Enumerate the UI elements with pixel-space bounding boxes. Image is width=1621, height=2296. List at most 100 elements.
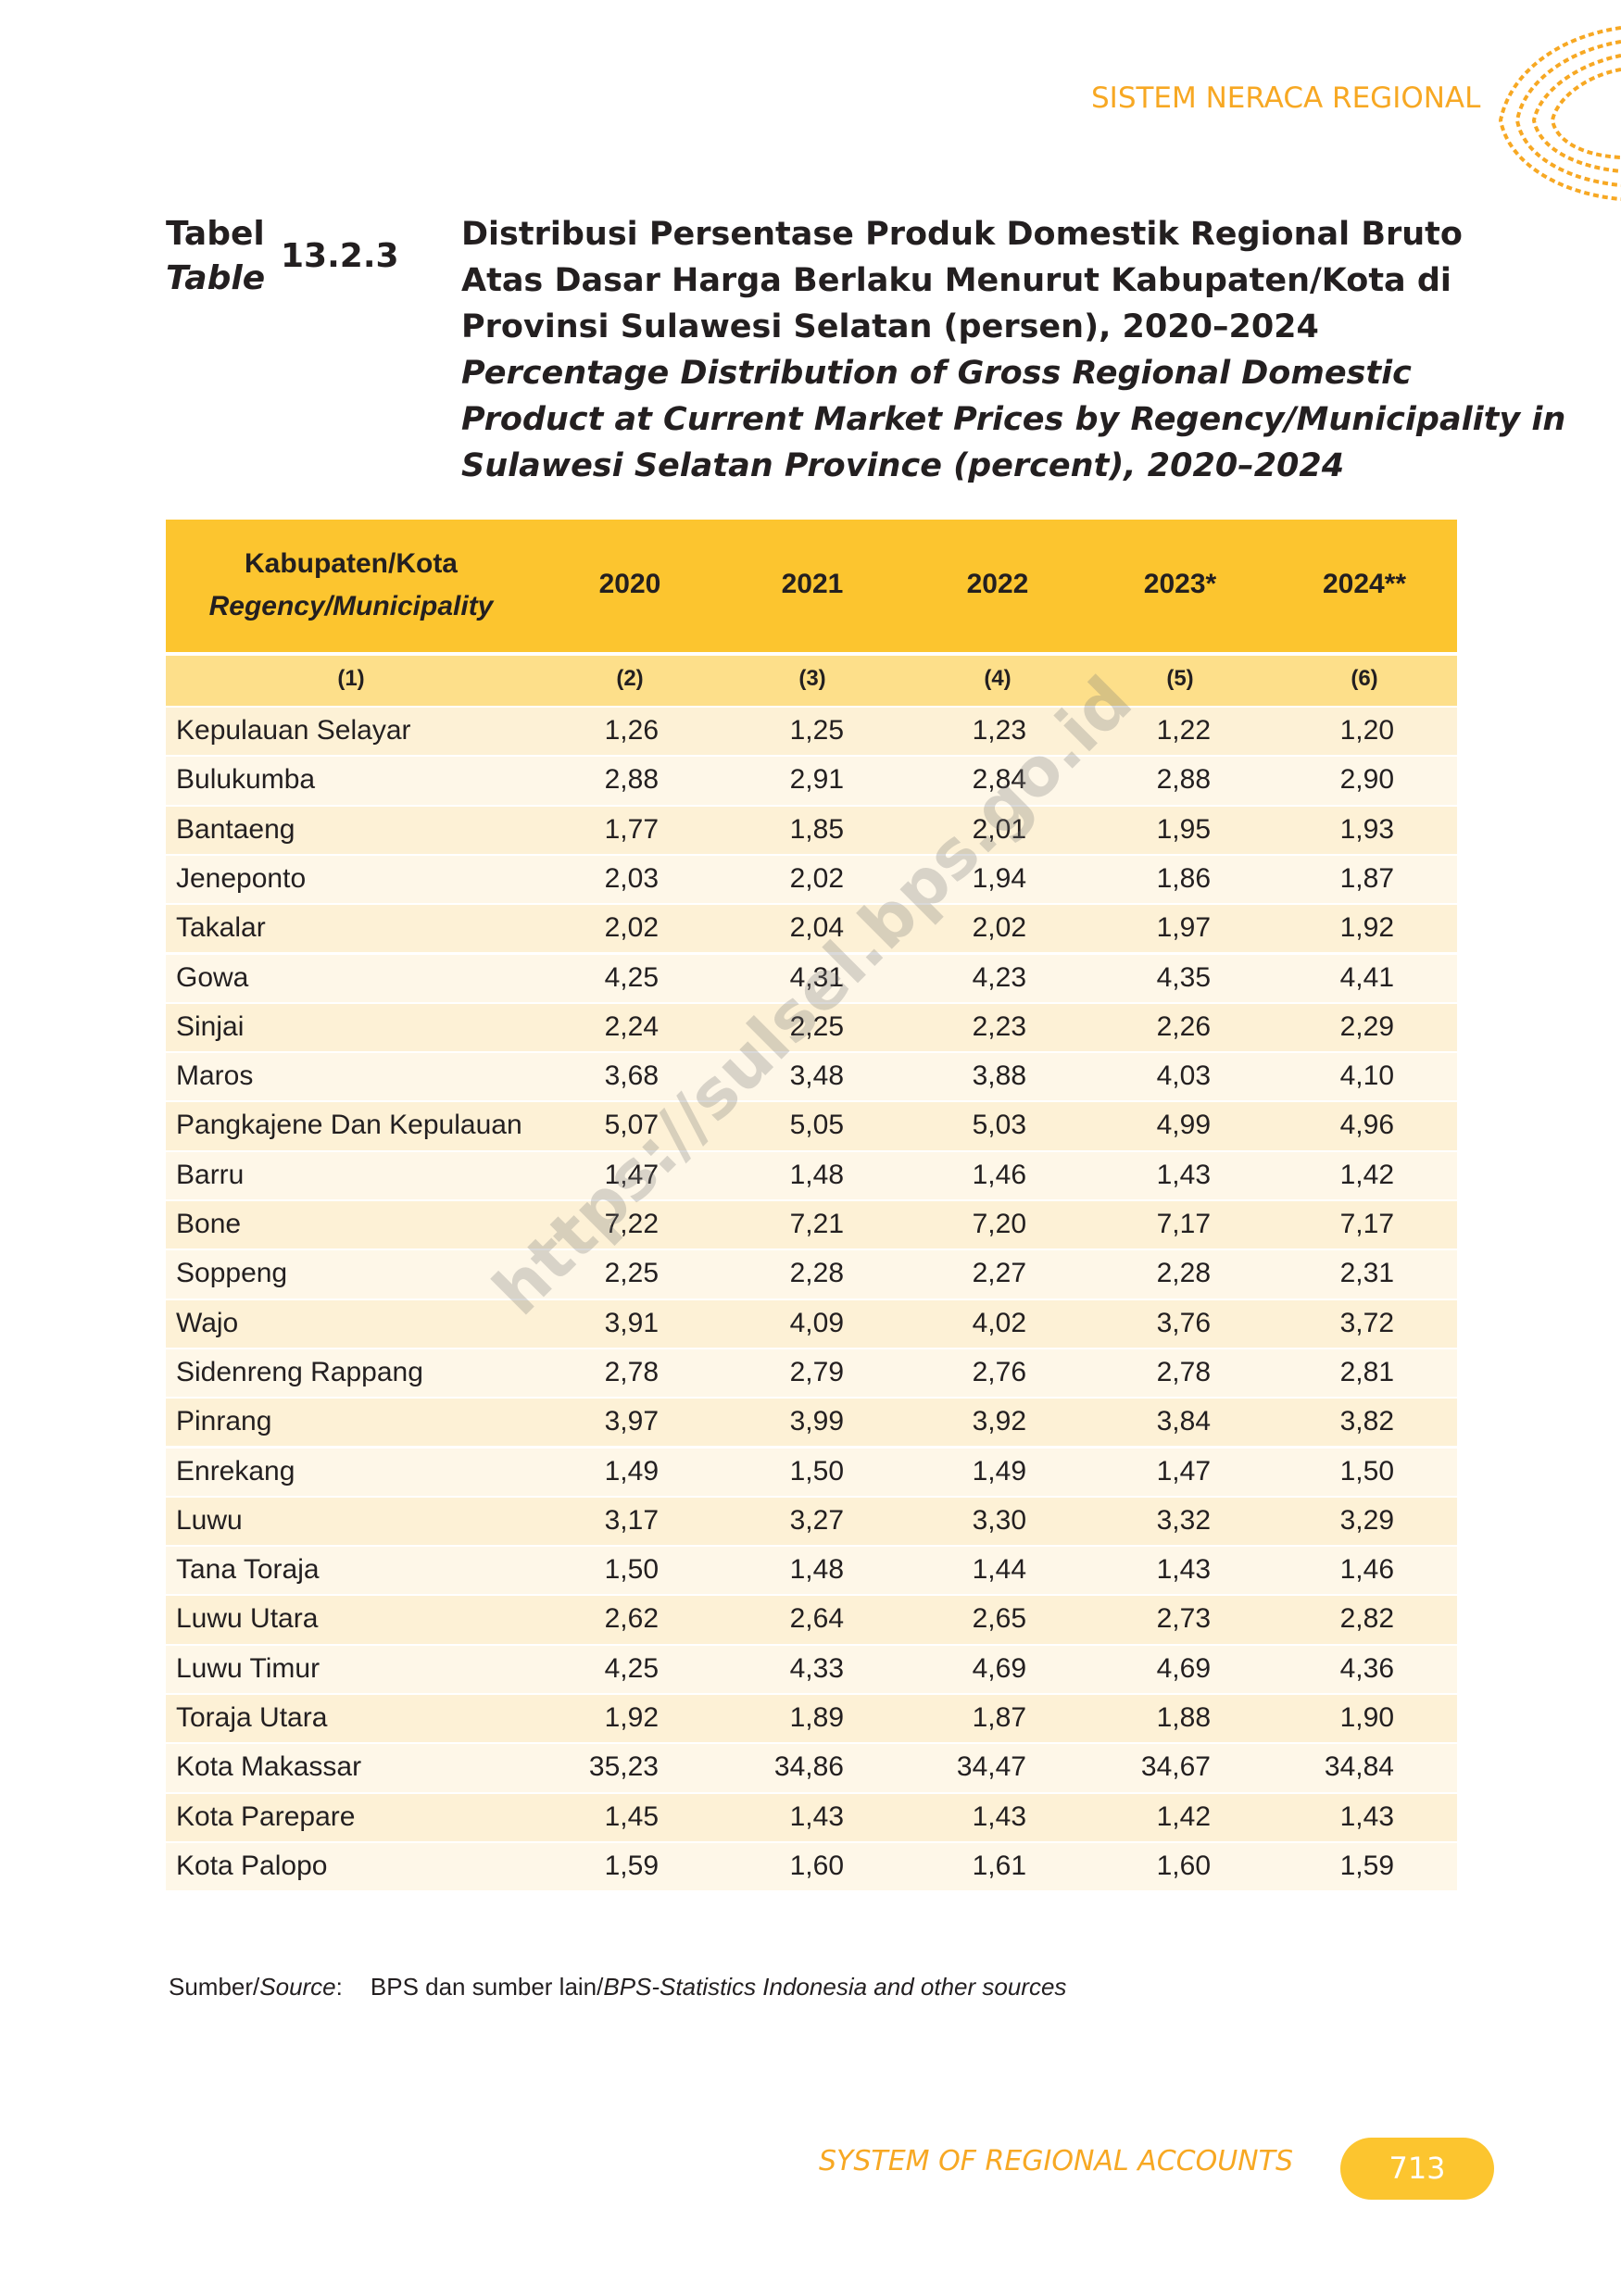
value-cell: 1,43 [972,1800,1026,1832]
value-cell: 1,48 [789,1554,844,1586]
value-cell: 1,49 [972,1455,1026,1487]
value-cell: 1,77 [604,813,659,845]
title-line-en: Sulawesi Selatan Province (percent), 202… [461,447,1345,484]
value-cell: 4,69 [1156,1652,1211,1684]
value-cell: 3,27 [789,1504,844,1536]
source-text: BPS dan sumber lain/ [370,1973,604,2001]
value-cell: 2,65 [972,1603,1026,1635]
table-row [166,1151,1457,1199]
year-header: 2020 [598,569,661,599]
value-cell: 2,78 [604,1356,659,1387]
value-cell: 2,28 [1156,1258,1211,1289]
value-cell: 1,50 [789,1455,844,1487]
value-cell: 2,02 [789,862,844,894]
value-cell: 1,86 [1156,862,1211,894]
value-cell: 1,23 [972,715,1026,746]
table-row [166,1201,1457,1249]
value-cell: 1,43 [1156,1554,1211,1586]
value-cell: 2,88 [604,764,659,796]
value-cell: 1,49 [604,1455,659,1487]
region-name: Bone [176,1209,242,1239]
value-cell: 4,23 [972,961,1026,993]
value-cell: 5,05 [789,1110,844,1141]
value-cell: 2,02 [972,912,1026,944]
col-number: (5) [1166,666,1194,691]
value-cell: 4,31 [789,961,844,993]
col-number: (6) [1351,666,1378,691]
table-row [166,905,1457,953]
value-cell: 1,47 [604,1159,659,1190]
value-cell: 34,47 [956,1751,1026,1783]
value-cell: 2,28 [789,1258,844,1289]
region-name: Luwu Timur [176,1652,320,1684]
value-cell: 3,30 [972,1504,1026,1536]
source-label: Sumber/ [169,1973,260,2001]
value-cell: 3,92 [972,1406,1026,1437]
value-cell: 2,82 [1339,1603,1394,1635]
value-cell: 2,02 [604,912,659,944]
value-cell: 3,97 [604,1406,659,1437]
year-header: 2021 [781,569,844,599]
footer-title: SYSTEM OF REGIONAL ACCOUNTS [818,2145,1293,2177]
value-cell: 3,68 [604,1060,659,1092]
value-cell: 4,41 [1339,961,1394,993]
table-row [166,1399,1457,1447]
value-cell: 2,04 [789,912,844,944]
value-cell: 2,26 [1156,1010,1211,1042]
value-cell: 2,64 [789,1603,844,1635]
decoration [1498,26,1621,201]
value-cell: 1,50 [1339,1455,1394,1487]
table-row [166,757,1457,805]
col-number: (4) [984,666,1012,691]
value-cell: 1,59 [1339,1850,1394,1881]
value-cell: 7,17 [1339,1209,1394,1239]
value-cell: 1,95 [1156,813,1211,845]
value-cell: 1,88 [1156,1702,1211,1733]
title-line: Distribusi Persentase Produk Domestik Re… [461,216,1463,253]
value-cell: 1,47 [1156,1455,1211,1487]
value-cell: 1,46 [972,1159,1026,1190]
region-name: Toraja Utara [176,1702,328,1733]
region-name: Kota Palopo [176,1850,328,1881]
value-cell: 1,45 [604,1800,659,1832]
source: Sumber/Source: BPS dan sumber lain/BPS-St… [169,1973,1066,2001]
value-cell: 2,73 [1156,1603,1211,1635]
region-name: Takalar [176,912,266,944]
value-cell: 1,44 [972,1554,1026,1586]
value-cell: 5,03 [972,1110,1026,1141]
region-name: Pangkajene Dan Kepulauan [176,1110,522,1141]
table-row [166,1547,1457,1595]
value-cell: 1,87 [1339,862,1394,894]
region-name: Kota Makassar [176,1751,362,1783]
region-name: Bulukumba [176,764,316,796]
value-cell: 4,02 [972,1307,1026,1338]
value-cell: 3,32 [1156,1504,1211,1536]
table-row [166,1842,1457,1891]
value-cell: 1,42 [1156,1800,1211,1832]
value-cell: 2,03 [604,862,659,894]
col-header-en: Regency/Municipality [208,591,494,621]
value-cell: 4,03 [1156,1060,1211,1092]
source-label-en: Source [259,1973,336,2001]
value-cell: 1,93 [1339,813,1394,845]
value-cell: 1,94 [972,862,1026,894]
value-cell: 3,84 [1156,1406,1211,1437]
table-label: Tabel [166,215,265,253]
table-row [166,1645,1457,1693]
value-cell: 1,85 [789,813,844,845]
table-row [166,1448,1457,1496]
value-cell: 1,89 [789,1702,844,1733]
year-header: 2023* [1143,569,1217,599]
table-row [166,708,1457,756]
table-row [166,954,1457,1002]
value-cell: 3,88 [972,1060,1026,1092]
table-row [166,1744,1457,1792]
value-cell: 7,21 [789,1209,844,1239]
value-cell: 3,76 [1156,1307,1211,1338]
table-row [166,1299,1457,1348]
region-name: Barru [176,1159,245,1190]
value-cell: 7,22 [604,1209,659,1239]
value-cell: 3,29 [1339,1504,1394,1536]
value-cell: 1,92 [1339,912,1394,944]
value-cell: 1,87 [972,1702,1026,1733]
